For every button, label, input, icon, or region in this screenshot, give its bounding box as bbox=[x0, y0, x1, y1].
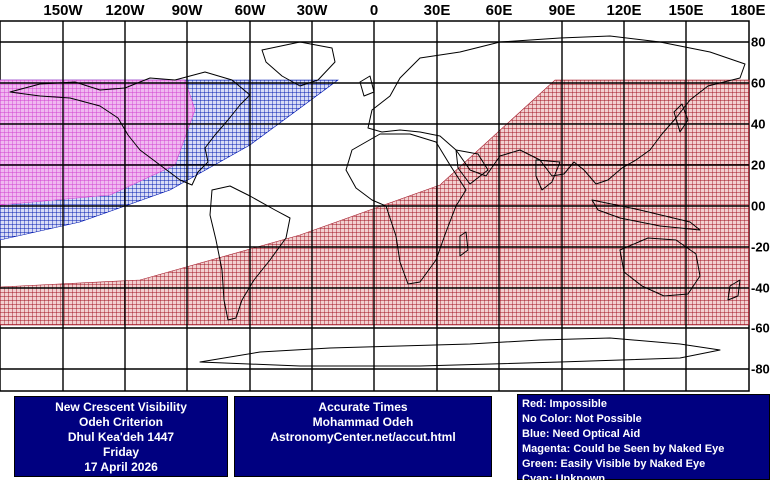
lon-label: 60E bbox=[485, 2, 513, 19]
credits-box: Accurate Times Mohammad Odeh AstronomyCe… bbox=[234, 396, 492, 477]
legend-box: Red: Impossible No Color: Not Possible B… bbox=[517, 394, 770, 485]
lat-label: 80 bbox=[751, 34, 766, 50]
lon-label: 120E bbox=[606, 2, 642, 19]
lon-label: 0 bbox=[369, 2, 379, 19]
title-line-1: New Crescent Visibility bbox=[55, 400, 187, 414]
legend-item: No Color: Not Possible bbox=[522, 413, 642, 425]
lon-label: 60W bbox=[234, 2, 266, 19]
title-box: New Crescent Visibility Odeh Criterion D… bbox=[14, 396, 228, 477]
coast-south-america bbox=[209, 185, 291, 321]
title-line-2: Odeh Criterion bbox=[78, 415, 163, 429]
coast-indonesia bbox=[591, 199, 701, 231]
lat-label: -20 bbox=[751, 239, 770, 255]
credits-line-3: AstronomyCenter.net/accut.html bbox=[270, 430, 456, 444]
title-line-4: Friday bbox=[102, 445, 139, 459]
lat-label: 60 bbox=[751, 75, 766, 91]
lon-label: 150E bbox=[668, 2, 704, 19]
coast-india bbox=[535, 159, 561, 191]
lat-label: 00 bbox=[751, 198, 766, 214]
coastlines bbox=[9, 35, 746, 367]
coast-africa bbox=[345, 133, 467, 285]
coast-japan bbox=[673, 103, 689, 133]
lat-label: 20 bbox=[751, 157, 766, 173]
graticule bbox=[0, 21, 749, 391]
coast-australia bbox=[619, 237, 701, 297]
lat-label: -60 bbox=[751, 320, 770, 336]
credits-line-2: Mohammad Odeh bbox=[312, 415, 414, 429]
coast-eurasia bbox=[367, 35, 746, 185]
lon-label: 120W bbox=[105, 2, 145, 19]
lon-label: 180E bbox=[730, 2, 766, 19]
lon-label: 30W bbox=[296, 2, 328, 19]
lat-label: -40 bbox=[751, 280, 770, 296]
coast-new-zealand bbox=[727, 279, 741, 301]
coast-madagascar bbox=[459, 231, 469, 257]
coast-north-america bbox=[9, 71, 251, 186]
coast-greenland bbox=[261, 41, 336, 87]
lat-label: -80 bbox=[751, 361, 770, 377]
legend-item: Cyan: Unknown bbox=[522, 473, 606, 485]
lon-label: 150W bbox=[43, 2, 83, 19]
coast-arabia bbox=[455, 149, 489, 185]
lat-label: 40 bbox=[751, 116, 766, 132]
coast-uk bbox=[359, 75, 375, 97]
legend-item: Blue: Need Optical Aid bbox=[522, 428, 641, 440]
coast-antarctica bbox=[199, 337, 721, 367]
legend-item: Magenta: Could be Seen by Naked Eye bbox=[522, 443, 725, 455]
lon-label: 90W bbox=[171, 2, 203, 19]
lon-label: 90E bbox=[548, 2, 576, 19]
lon-label: 30E bbox=[423, 2, 451, 19]
legend-item: Green: Easily Visible by Naked Eye bbox=[522, 458, 706, 470]
credits-line-1: Accurate Times bbox=[318, 400, 408, 414]
legend-item: Red: Impossible bbox=[522, 398, 607, 410]
title-line-5: 17 April 2026 bbox=[84, 460, 158, 474]
title-line-3: Dhul Kea'deh 1447 bbox=[67, 430, 175, 444]
